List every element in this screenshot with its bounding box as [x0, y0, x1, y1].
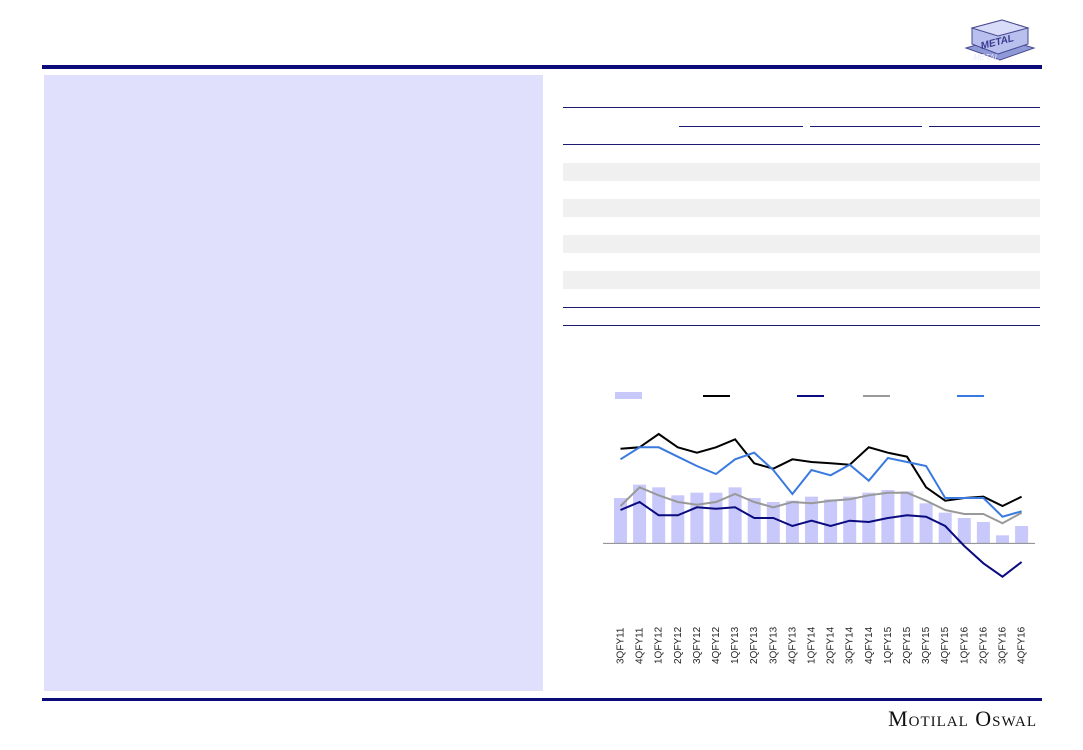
- chart-bar: [862, 492, 876, 544]
- footer-rule: [42, 698, 1042, 701]
- x-tick-label: 2QFY12: [673, 626, 684, 664]
- x-tick-label: 3QFY12: [692, 626, 703, 664]
- x-tick-label: 1QFY12: [654, 626, 665, 664]
- x-tick-label: 3QFY14: [845, 626, 856, 664]
- x-tick-label: 4QFY12: [711, 626, 722, 664]
- x-tick-label: 3QFY15: [921, 626, 932, 664]
- table-row-stripe: [563, 199, 1040, 217]
- logo-text-lower: METAL: [973, 53, 999, 62]
- x-tick-label: 1QFY15: [883, 626, 894, 664]
- x-tick-label: 1QFY13: [730, 626, 741, 664]
- chart-bar: [690, 492, 704, 544]
- chart-bar: [709, 492, 723, 544]
- chart: 3QFY11 4QFY11 1QFY12 2QFY12 3QFY12 4QFY12 1QFY…: [603, 392, 1035, 664]
- legend-swatch-bar: [615, 392, 642, 399]
- table-group-rule-3: [929, 126, 1040, 127]
- x-tick-label: 2QFY16: [978, 626, 989, 664]
- table-group-rule-1: [679, 126, 803, 127]
- chart-bar: [976, 522, 990, 544]
- chart-bar: [633, 484, 647, 544]
- chart-bar: [900, 491, 914, 544]
- table-row-stripe: [563, 271, 1040, 289]
- table-bottom-rule: [563, 325, 1040, 326]
- x-tick-label: 4QFY11: [635, 627, 646, 664]
- table-total-rule: [563, 307, 1040, 308]
- chart-bar: [919, 503, 933, 544]
- x-tick-label: 2QFY13: [749, 626, 760, 664]
- table-header-rule: [563, 144, 1040, 145]
- chart-series-line: [619, 446, 1022, 518]
- x-tick-label: 2QFY14: [826, 626, 837, 664]
- chart-bar: [996, 535, 1009, 544]
- chart-bar: [881, 490, 895, 544]
- x-tick-label: 1QFY14: [807, 626, 818, 664]
- x-tick-label: 3QFY16: [998, 626, 1009, 664]
- chart-bar: [671, 495, 685, 544]
- x-tick-label: 4QFY15: [940, 626, 951, 664]
- x-tick-label: 3QFY11: [616, 627, 627, 664]
- table-top-rule: [563, 107, 1040, 108]
- x-tick-label: 2QFY15: [902, 626, 913, 664]
- x-tick-label: 4QFY16: [1017, 626, 1028, 664]
- chart-bar: [785, 500, 799, 544]
- chart-bar: [824, 499, 838, 544]
- data-table: [563, 107, 1040, 327]
- text-panel: [44, 75, 543, 691]
- chart-bar: [728, 487, 742, 544]
- x-tick-label: 3QFY13: [768, 626, 779, 664]
- brand-name: Motilal Oswal: [888, 706, 1037, 731]
- chart-series-line: [620, 432, 1023, 508]
- chart-bar: [766, 502, 780, 544]
- x-tick-label: 4QFY14: [864, 626, 875, 664]
- chart-series-line: [619, 486, 1023, 525]
- table-row-stripe: [563, 163, 1040, 181]
- table-group-rule-2: [810, 126, 922, 127]
- chart-series-line: [620, 500, 1023, 578]
- table-row-stripe: [563, 235, 1040, 253]
- chart-bar: [938, 512, 952, 544]
- metal-logo: METAL METAL: [964, 19, 1036, 62]
- chart-bar: [1015, 526, 1029, 544]
- x-tick-label: 1QFY16: [959, 626, 970, 664]
- x-tick-label: 4QFY13: [787, 626, 798, 664]
- chart-bar: [747, 498, 761, 544]
- chart-bar: [957, 518, 971, 544]
- header-rule: [42, 65, 1042, 69]
